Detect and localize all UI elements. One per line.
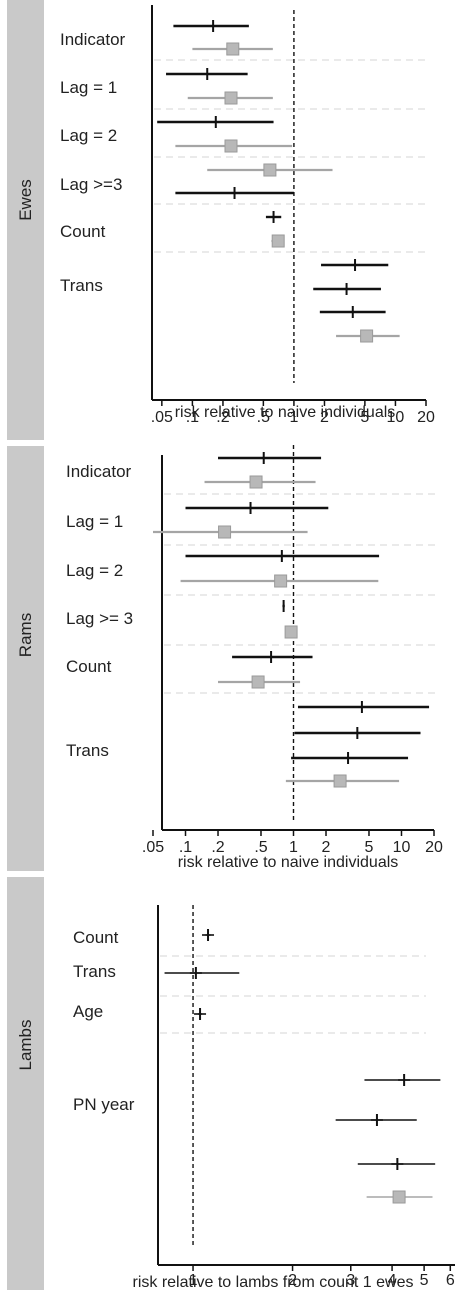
category-label-rams-4: Count xyxy=(66,657,112,676)
x-axis-label-lambs: risk relative to lambs from count 1 ewes xyxy=(133,1274,414,1291)
category-label-rams-2: Lag = 2 xyxy=(66,561,123,580)
x-tick-label-ewes-p1: .1 xyxy=(186,409,199,426)
plot-layer: .05 .1 .2 .5 1 2 5 10 20 Indicator Lag = 1 Lag = 2 L… xyxy=(60,5,455,1289)
panel-label-lambs: Lambs xyxy=(16,1019,35,1070)
panel-strip-lambs xyxy=(7,877,44,1290)
x-tick-label-ewes-p2: .2 xyxy=(216,409,229,426)
point-estimate-rams-5-3 xyxy=(333,774,347,788)
category-label-ewes-5: Trans xyxy=(60,276,103,295)
x-tick-label-rams-20: 20 xyxy=(425,839,443,856)
category-label-rams-5: Trans xyxy=(66,741,109,760)
point-estimate-ewes-0-1 xyxy=(226,42,240,56)
point-estimate-ewes-3-0 xyxy=(263,163,277,177)
x-tick-label-rams-p1: .1 xyxy=(179,839,192,856)
x-tick-label-rams-1: 1 xyxy=(289,839,298,856)
x-tick-label-rams-p05: .05 xyxy=(142,839,164,856)
x-tick-label-ewes-p05: .05 xyxy=(151,409,173,426)
category-label-lambs-2: Age xyxy=(73,1002,103,1021)
category-label-ewes-3: Lag >=3 xyxy=(60,175,122,194)
x-tick-label-rams-p2: .2 xyxy=(211,839,224,856)
category-label-rams-1: Lag = 1 xyxy=(66,512,123,531)
x-axis-label-ewes: risk relative to naive individuals xyxy=(175,404,396,421)
point-estimate-ewes-2-1 xyxy=(224,139,238,153)
x-tick-label-ewes-20: 20 xyxy=(417,409,435,426)
point-estimate-ewes-4-1 xyxy=(271,234,285,248)
category-label-ewes-1: Lag = 1 xyxy=(60,78,117,97)
x-tick-label-lambs-2: 2 xyxy=(288,1272,297,1289)
category-label-rams-3: Lag >= 3 xyxy=(66,609,133,628)
x-tick-label-ewes-5: 5 xyxy=(360,409,369,426)
x-tick-label-lambs-6: 6 xyxy=(446,1272,455,1289)
point-estimate-lambs-3-3 xyxy=(392,1190,406,1204)
category-label-ewes-0: Indicator xyxy=(60,30,126,49)
point-estimate-ewes-5-3 xyxy=(360,329,374,343)
category-label-ewes-2: Lag = 2 xyxy=(60,126,117,145)
panel-label-ewes: Ewes xyxy=(16,179,35,221)
category-label-ewes-4: Count xyxy=(60,222,106,241)
x-tick-label-lambs-5: 5 xyxy=(420,1272,429,1289)
panel-strip-ewes xyxy=(7,0,44,440)
category-label-lambs-3: PN year xyxy=(73,1095,135,1114)
x-tick-label-rams-10: 10 xyxy=(393,839,411,856)
x-axis-label-rams: risk relative to naive individuals xyxy=(178,854,399,871)
category-label-lambs-1: Trans xyxy=(73,962,116,981)
x-tick-label-lambs-3: 3 xyxy=(346,1272,355,1289)
point-estimate-ewes-1-1 xyxy=(224,91,238,105)
point-estimate-rams-3-1 xyxy=(284,625,298,639)
point-estimate-rams-0-1 xyxy=(249,475,263,489)
x-tick-label-rams-5: 5 xyxy=(365,839,374,856)
point-estimate-rams-1-1 xyxy=(218,525,232,539)
point-estimate-rams-4-1 xyxy=(251,675,265,689)
x-tick-label-rams-2: 2 xyxy=(322,839,331,856)
x-tick-label-lambs-1: 1 xyxy=(189,1272,198,1289)
point-estimate-rams-2-1 xyxy=(274,574,288,588)
x-tick-label-ewes-p5: .5 xyxy=(257,409,270,426)
panel-strip-rams xyxy=(7,446,44,871)
panel-label-rams: Rams xyxy=(16,613,35,657)
x-tick-label-ewes-1: 1 xyxy=(289,409,298,426)
category-label-lambs-0: Count xyxy=(73,928,119,947)
x-tick-label-rams-p5: .5 xyxy=(254,839,267,856)
x-tick-label-ewes-10: 10 xyxy=(387,409,405,426)
category-label-rams-0: Indicator xyxy=(66,462,132,481)
x-tick-label-ewes-2: 2 xyxy=(320,409,329,426)
x-tick-label-lambs-4: 4 xyxy=(388,1272,397,1289)
